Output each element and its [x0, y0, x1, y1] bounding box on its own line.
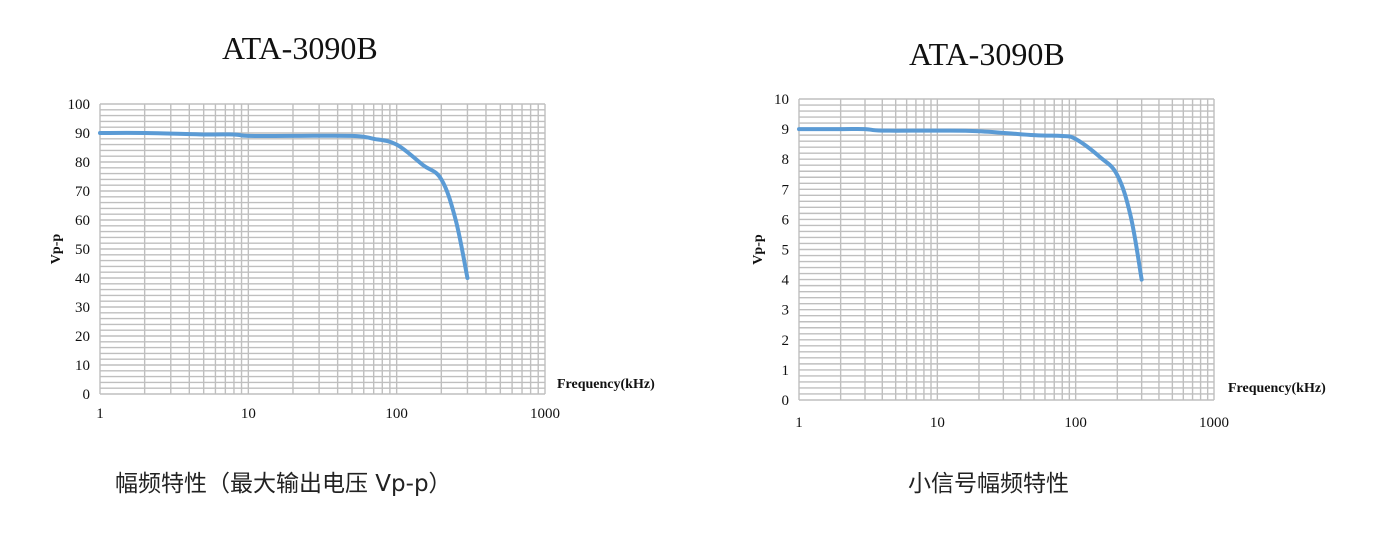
- y-tick-label: 10: [774, 92, 789, 108]
- x-tick-label: 100: [385, 406, 408, 422]
- y-tick-label: 10: [75, 358, 90, 374]
- y-axis-ticks: 0 10 20 30 40 50 60 70 80 90 100: [68, 97, 91, 403]
- y-tick-label: 3: [782, 303, 790, 319]
- y-tick-label: 8: [782, 152, 790, 168]
- chart-title-right: ATA-3090B: [909, 36, 1065, 72]
- x-axis-ticks: 1 10 100 1000: [96, 406, 560, 422]
- y-tick-label: 9: [782, 122, 790, 138]
- y-tick-label: 80: [75, 155, 90, 171]
- chart-caption-right: 小信号幅频特性: [908, 471, 1069, 497]
- y-tick-label: 70: [75, 184, 90, 200]
- x-tick-label: 10: [930, 415, 945, 431]
- series-line: [98, 130, 470, 280]
- y-axis-title: Vp-p: [49, 234, 64, 265]
- y-tick-label: 1: [782, 363, 790, 379]
- x-tick-label: 1000: [530, 406, 560, 422]
- y-tick-label: 30: [75, 300, 90, 316]
- y-axis-ticks: 0 1 2 3 4 5 6 7 8 9 10: [774, 92, 790, 409]
- y-tick-label: 90: [75, 126, 90, 142]
- y-tick-label: 6: [782, 212, 790, 228]
- y-axis-title: Vp-p: [751, 234, 766, 265]
- y-tick-label: 4: [782, 273, 790, 289]
- chart-title-left: ATA-3090B: [222, 30, 378, 66]
- gridlines: [798, 98, 1215, 401]
- y-tick-label: 60: [75, 213, 90, 229]
- x-axis-title: Frequency(kHz): [1228, 381, 1326, 396]
- x-tick-label: 1: [96, 406, 104, 422]
- series-line: [797, 126, 1144, 282]
- x-tick-label: 1000: [1199, 415, 1229, 431]
- x-axis-title: Frequency(kHz): [557, 377, 655, 392]
- y-tick-label: 20: [75, 329, 90, 345]
- y-tick-label: 2: [782, 333, 790, 349]
- x-tick-label: 100: [1064, 415, 1087, 431]
- gridlines: [99, 103, 546, 395]
- y-tick-label: 7: [782, 182, 790, 198]
- y-tick-label: 0: [782, 393, 790, 409]
- x-tick-label: 1: [795, 415, 803, 431]
- y-tick-label: 5: [782, 243, 790, 259]
- chart-caption-left: 幅频特性（最大输出电压 Vp-p）: [115, 471, 452, 497]
- y-tick-label: 50: [75, 242, 90, 258]
- y-tick-label: 0: [83, 387, 91, 403]
- y-tick-label: 100: [68, 97, 91, 113]
- x-axis-ticks: 1 10 100 1000: [795, 415, 1229, 431]
- x-tick-label: 10: [241, 406, 256, 422]
- y-tick-label: 40: [75, 271, 90, 287]
